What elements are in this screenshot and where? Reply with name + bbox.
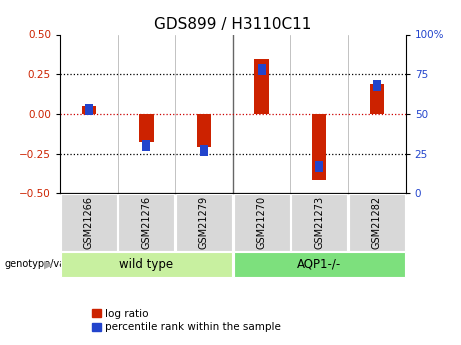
Bar — [200, 145, 208, 156]
Legend: log ratio, percentile rank within the sample: log ratio, percentile rank within the sa… — [88, 305, 285, 336]
Bar — [315, 161, 323, 172]
Text: GSM21270: GSM21270 — [257, 196, 266, 249]
Bar — [370, 85, 384, 114]
Bar — [142, 140, 150, 151]
Text: wild type: wild type — [119, 258, 173, 271]
Bar — [82, 106, 96, 114]
Text: GSM21276: GSM21276 — [142, 196, 151, 249]
Bar — [254, 59, 269, 114]
Bar — [312, 114, 326, 180]
Text: GSM21266: GSM21266 — [84, 196, 94, 249]
Text: AQP1-/-: AQP1-/- — [297, 258, 341, 271]
Text: ▶: ▶ — [44, 259, 53, 269]
Text: GSM21282: GSM21282 — [372, 196, 382, 249]
Bar — [197, 114, 211, 147]
Bar — [139, 114, 154, 141]
Text: GSM21279: GSM21279 — [199, 196, 209, 249]
Bar — [373, 80, 381, 91]
Bar — [258, 64, 266, 75]
Text: genotype/variation: genotype/variation — [5, 259, 97, 269]
Text: GSM21273: GSM21273 — [314, 196, 324, 249]
Title: GDS899 / H3110C11: GDS899 / H3110C11 — [154, 17, 312, 32]
Bar — [85, 104, 93, 115]
